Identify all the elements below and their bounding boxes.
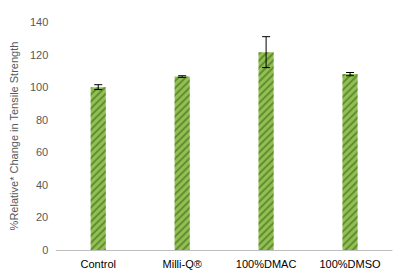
svg-text:Milli-Q®: Milli-Q®	[163, 258, 202, 270]
svg-text:140: 140	[30, 16, 48, 28]
svg-text:40: 40	[36, 179, 48, 191]
svg-text:100%DMSO: 100%DMSO	[319, 258, 381, 270]
svg-text:Control: Control	[80, 258, 115, 270]
svg-text:60: 60	[36, 146, 48, 158]
svg-text:80: 80	[36, 114, 48, 126]
svg-text:20: 20	[36, 211, 48, 223]
svg-text:0: 0	[42, 244, 48, 256]
svg-text:%Relative* Change in Tensile S: %Relative* Change in Tensile Strength	[8, 42, 20, 231]
svg-text:100: 100	[30, 81, 48, 93]
svg-text:120: 120	[30, 49, 48, 61]
svg-text:100%DMAC: 100%DMAC	[236, 258, 297, 270]
